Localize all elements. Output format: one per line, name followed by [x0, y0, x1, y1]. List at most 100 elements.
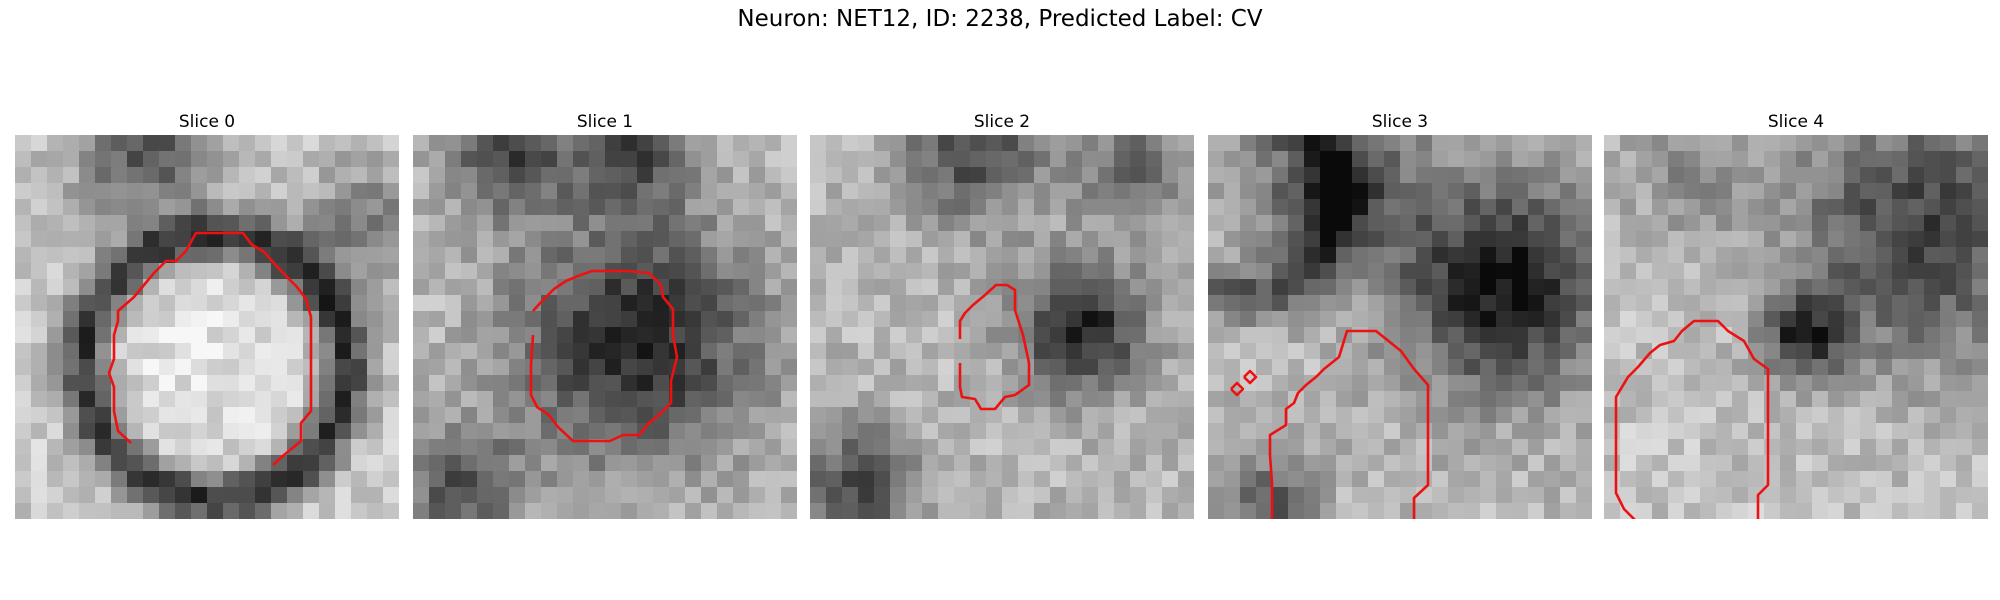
- image-pixel: [335, 487, 352, 504]
- image-pixel: [1892, 327, 1909, 344]
- image-pixel: [589, 311, 606, 328]
- image-pixel: [781, 215, 797, 232]
- image-pixel: [1240, 151, 1257, 168]
- image-pixel: [159, 439, 176, 456]
- image-pixel: [1002, 247, 1019, 264]
- image-pixel: [938, 407, 955, 424]
- image-pixel: [1892, 135, 1909, 152]
- image-pixel: [1352, 375, 1369, 392]
- image-pixel: [1700, 471, 1717, 488]
- image-pixel: [1384, 487, 1401, 504]
- image-pixel: [922, 503, 939, 519]
- image-pixel: [1812, 231, 1829, 248]
- image-pixel: [1320, 391, 1337, 408]
- image-pixel: [922, 199, 939, 216]
- image-pixel: [445, 503, 462, 519]
- image-pixel: [95, 263, 112, 280]
- image-pixel: [1812, 295, 1829, 312]
- image-pixel: [1432, 375, 1449, 392]
- image-pixel: [1828, 487, 1845, 504]
- image-pixel: [717, 407, 734, 424]
- image-pixel: [287, 503, 304, 519]
- image-pixel: [1272, 199, 1289, 216]
- image-pixel: [1512, 167, 1529, 184]
- image-pixel: [1082, 407, 1099, 424]
- image-pixel: [669, 471, 686, 488]
- image-pixel: [477, 167, 494, 184]
- image-pixel: [1368, 183, 1385, 200]
- image-pixel: [1448, 135, 1465, 152]
- image-pixel: [1732, 391, 1749, 408]
- image-pixel: [303, 279, 320, 296]
- image-pixel: [717, 231, 734, 248]
- image-pixel: [1860, 343, 1877, 360]
- image-pixel: [842, 231, 859, 248]
- image-pixel: [810, 279, 827, 296]
- image-pixel: [906, 279, 923, 296]
- image-pixel: [1972, 455, 1988, 472]
- image-pixel: [1700, 375, 1717, 392]
- image-pixel: [1512, 135, 1529, 152]
- image-pixel: [1972, 343, 1988, 360]
- image-pixel: [1178, 407, 1194, 424]
- image-pixel: [765, 327, 782, 344]
- image-pixel: [938, 247, 955, 264]
- image-pixel: [1384, 135, 1401, 152]
- image-pixel: [1748, 135, 1765, 152]
- image-pixel: [1480, 247, 1497, 264]
- image-pixel: [810, 455, 827, 472]
- image-pixel: [1764, 423, 1781, 440]
- image-pixel: [319, 135, 336, 152]
- image-pixel: [1876, 359, 1893, 376]
- image-pixel: [79, 455, 96, 472]
- image-pixel: [1956, 327, 1973, 344]
- image-pixel: [1448, 199, 1465, 216]
- image-pixel: [557, 311, 574, 328]
- image-pixel: [63, 295, 80, 312]
- image-pixel: [637, 471, 654, 488]
- image-pixel: [1924, 135, 1941, 152]
- image-pixel: [175, 455, 192, 472]
- image-pixel: [493, 151, 510, 168]
- image-pixel: [271, 215, 288, 232]
- image-pixel: [541, 343, 558, 360]
- image-pixel: [1208, 343, 1225, 360]
- image-pixel: [573, 279, 590, 296]
- image-pixel: [749, 407, 766, 424]
- image-pixel: [413, 247, 430, 264]
- image-pixel: [383, 327, 399, 344]
- image-pixel: [1320, 279, 1337, 296]
- image-pixel: [1560, 247, 1577, 264]
- image-pixel: [525, 199, 542, 216]
- image-pixel: [525, 439, 542, 456]
- image-pixel: [1764, 135, 1781, 152]
- image-pixel: [1304, 311, 1321, 328]
- image-pixel: [1732, 359, 1749, 376]
- image-pixel: [1940, 407, 1957, 424]
- image-pixel: [1018, 263, 1035, 280]
- image-pixel: [1652, 391, 1669, 408]
- image-pixel: [842, 183, 859, 200]
- image-pixel: [1604, 151, 1621, 168]
- image-pixel: [557, 391, 574, 408]
- image-pixel: [1796, 135, 1813, 152]
- image-pixel: [47, 423, 64, 440]
- image-pixel: [605, 327, 622, 344]
- image-pixel: [1512, 391, 1529, 408]
- image-pixel: [717, 167, 734, 184]
- image-pixel: [159, 455, 176, 472]
- image-pixel: [1352, 487, 1369, 504]
- image-pixel: [1892, 423, 1909, 440]
- image-pixel: [383, 135, 399, 152]
- image-pixel: [271, 471, 288, 488]
- image-pixel: [938, 471, 955, 488]
- image-pixel: [271, 263, 288, 280]
- image-pixel: [1732, 151, 1749, 168]
- image-pixel: [95, 439, 112, 456]
- image-pixel: [1924, 503, 1941, 519]
- image-pixel: [367, 487, 384, 504]
- image-pixel: [1384, 231, 1401, 248]
- image-pixel: [1272, 167, 1289, 184]
- image-pixel: [890, 391, 907, 408]
- image-pixel: [701, 167, 718, 184]
